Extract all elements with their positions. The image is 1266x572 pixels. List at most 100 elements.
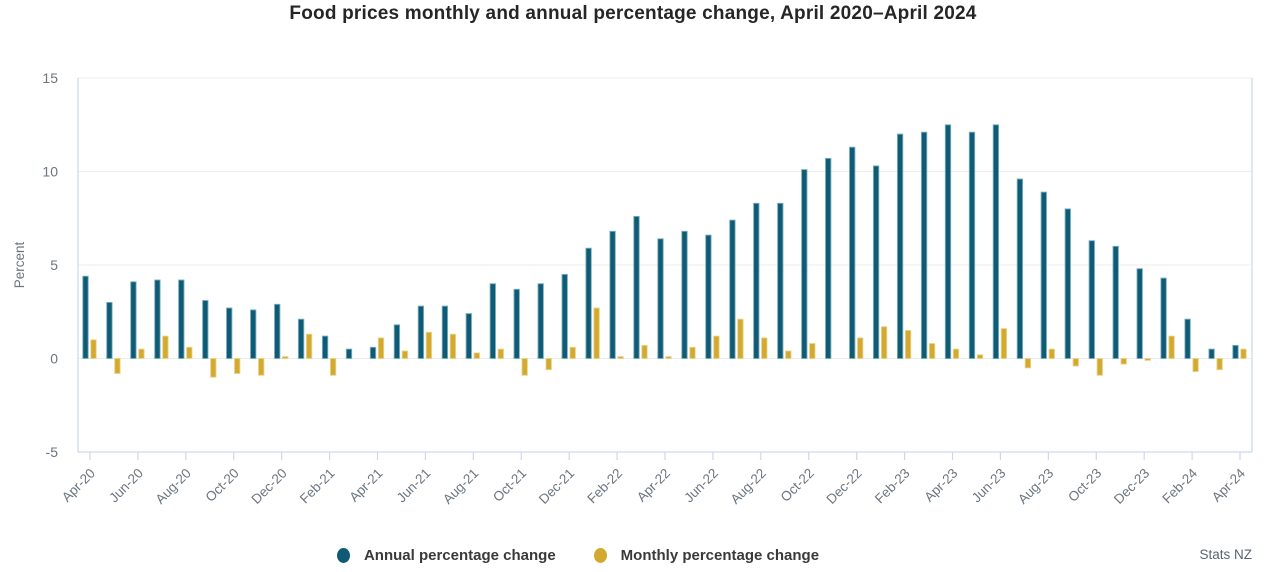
annual-bar[interactable]: [537, 283, 544, 359]
annual-bar[interactable]: [1016, 178, 1024, 359]
monthly-bar[interactable]: [1072, 358, 1079, 367]
monthly-bar[interactable]: [234, 358, 241, 374]
monthly-bar[interactable]: [377, 337, 385, 359]
annual-bar[interactable]: [250, 309, 257, 359]
annual-bar[interactable]: [1136, 268, 1143, 359]
monthly-bar[interactable]: [1216, 358, 1223, 371]
monthly-bar[interactable]: [258, 358, 265, 376]
monthly-bar[interactable]: [1168, 335, 1175, 359]
monthly-bar[interactable]: [425, 331, 433, 359]
monthly-bar[interactable]: [1096, 358, 1103, 376]
annual-bar[interactable]: [1088, 240, 1095, 359]
annual-bar[interactable]: [513, 288, 520, 359]
monthly-bar[interactable]: [162, 335, 169, 359]
annual-bar[interactable]: [753, 202, 760, 359]
legend-item-annual[interactable]: Annual percentage change: [336, 547, 556, 564]
monthly-bar[interactable]: [114, 358, 121, 374]
monthly-bar[interactable]: [1240, 348, 1247, 359]
annual-bar[interactable]: [417, 305, 425, 359]
annual-bar[interactable]: [585, 247, 592, 359]
annual-bar[interactable]: [441, 305, 449, 359]
annual-bar[interactable]: [202, 300, 209, 359]
annual-bar[interactable]: [369, 346, 377, 359]
monthly-bar[interactable]: [593, 307, 600, 359]
monthly-bar[interactable]: [641, 344, 648, 359]
monthly-bar[interactable]: [689, 346, 696, 359]
annual-bar[interactable]: [849, 146, 856, 359]
monthly-bar[interactable]: [282, 356, 289, 359]
monthly-bar[interactable]: [737, 318, 744, 359]
monthly-bar[interactable]: [90, 339, 97, 359]
monthly-bar[interactable]: [1192, 358, 1199, 373]
monthly-bar[interactable]: [952, 348, 960, 359]
monthly-bar[interactable]: [880, 326, 888, 359]
legend-item-monthly[interactable]: Monthly percentage change: [593, 547, 819, 564]
annual-bar[interactable]: [1184, 318, 1191, 359]
annual-bar[interactable]: [681, 230, 688, 359]
annual-bar[interactable]: [1112, 245, 1119, 359]
annual-bar[interactable]: [1064, 208, 1071, 359]
monthly-bar[interactable]: [138, 348, 145, 359]
annual-bar[interactable]: [777, 202, 784, 359]
annual-bar[interactable]: [465, 313, 472, 359]
annual-bar[interactable]: [321, 335, 329, 359]
annual-bar[interactable]: [1160, 277, 1167, 359]
monthly-bar[interactable]: [809, 343, 816, 359]
annual-bar[interactable]: [274, 303, 281, 359]
monthly-bar[interactable]: [521, 358, 528, 376]
annual-bar[interactable]: [154, 279, 161, 359]
monthly-bar[interactable]: [329, 358, 337, 376]
annual-bar[interactable]: [705, 234, 712, 359]
annual-bar[interactable]: [633, 215, 640, 359]
annual-bar[interactable]: [226, 307, 233, 359]
annual-bar[interactable]: [944, 124, 952, 360]
annual-bar[interactable]: [920, 131, 928, 359]
annual-bar[interactable]: [825, 157, 832, 359]
monthly-bar[interactable]: [1120, 358, 1127, 365]
annual-bar[interactable]: [1232, 344, 1239, 359]
monthly-bar[interactable]: [857, 337, 864, 359]
monthly-bar[interactable]: [761, 337, 768, 359]
monthly-bar[interactable]: [1048, 348, 1055, 359]
annual-bar[interactable]: [297, 318, 305, 359]
annual-bar[interactable]: [178, 279, 185, 359]
monthly-bar[interactable]: [976, 354, 984, 359]
annual-bar[interactable]: [872, 165, 880, 359]
legend-label-annual: Annual percentage change: [363, 547, 556, 564]
annual-bar[interactable]: [489, 283, 496, 359]
annual-bar[interactable]: [968, 131, 976, 359]
annual-bar[interactable]: [393, 324, 401, 359]
annual-bar[interactable]: [992, 124, 1000, 360]
annual-bar[interactable]: [657, 238, 664, 359]
annual-bar[interactable]: [82, 275, 89, 359]
monthly-bar[interactable]: [665, 356, 672, 359]
monthly-bar[interactable]: [1024, 358, 1032, 369]
annual-bar[interactable]: [896, 133, 904, 359]
monthly-bar[interactable]: [1000, 328, 1008, 359]
monthly-bar[interactable]: [497, 348, 504, 359]
x-tick-label: Apr-24: [1209, 465, 1249, 505]
monthly-bar[interactable]: [617, 356, 624, 359]
monthly-bar[interactable]: [186, 346, 193, 359]
monthly-bar[interactable]: [904, 329, 912, 359]
annual-bar[interactable]: [801, 169, 808, 359]
monthly-bar[interactable]: [569, 346, 576, 359]
annual-bar[interactable]: [1040, 191, 1047, 359]
monthly-bar[interactable]: [1144, 358, 1151, 361]
monthly-bar[interactable]: [449, 333, 457, 359]
monthly-bar[interactable]: [928, 343, 936, 359]
annual-bar[interactable]: [609, 230, 616, 359]
annual-bar[interactable]: [729, 219, 736, 359]
monthly-bar[interactable]: [210, 358, 217, 378]
annual-bar[interactable]: [130, 281, 137, 359]
annual-bar[interactable]: [345, 348, 353, 359]
monthly-bar[interactable]: [713, 335, 720, 359]
monthly-bar[interactable]: [545, 358, 552, 371]
monthly-bar[interactable]: [473, 352, 480, 359]
annual-bar[interactable]: [106, 301, 113, 359]
annual-bar[interactable]: [1208, 348, 1215, 359]
annual-bar[interactable]: [561, 273, 568, 359]
monthly-bar[interactable]: [401, 350, 409, 359]
monthly-bar[interactable]: [785, 350, 792, 359]
monthly-bar[interactable]: [305, 333, 313, 359]
